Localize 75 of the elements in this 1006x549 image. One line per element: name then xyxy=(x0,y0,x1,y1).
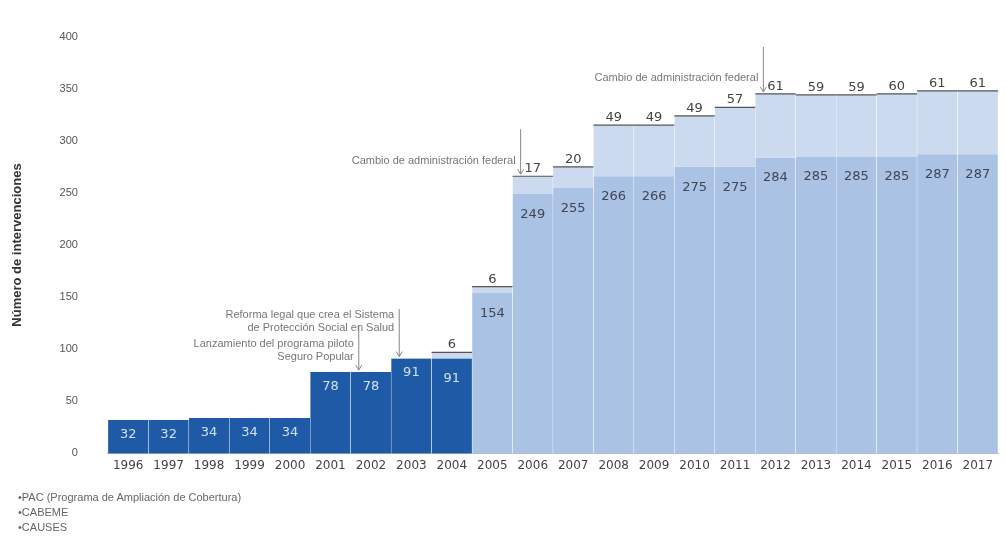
data-label: 91 xyxy=(443,370,461,386)
data-label: 60 xyxy=(888,77,906,93)
x-tick-label: 2011 xyxy=(719,457,751,472)
x-tick-label: 2017 xyxy=(962,457,994,472)
text: •PAC (Programa de Ampliación de Cobertura) xyxy=(18,490,243,505)
x-tick-label: 2001 xyxy=(315,457,346,472)
x-tick-label: 2008 xyxy=(598,457,629,472)
x-tick-label: 2006 xyxy=(517,457,549,472)
x-tick-label: 2004 xyxy=(436,457,468,472)
data-label: 59 xyxy=(807,78,825,94)
x-tick-label: 1999 xyxy=(234,457,265,472)
x-tick-label: 1998 xyxy=(193,457,225,472)
data-label: 78 xyxy=(322,378,339,393)
y-tick-label: 350 xyxy=(59,81,78,94)
text: •CAUSES xyxy=(18,520,69,535)
x-tick-label: 2000 xyxy=(274,457,306,472)
annotation: Reforma legal que crea el Sistema de Protección Social en Salud xyxy=(225,307,396,333)
x-tick-label: 2012 xyxy=(760,457,791,472)
data-label: 59 xyxy=(848,78,865,94)
data-label: 285 xyxy=(884,168,910,184)
x-tick-label: 1996 xyxy=(112,457,144,472)
data-label: 285 xyxy=(843,168,869,184)
y-tick-label: 150 xyxy=(59,290,78,303)
data-label: 6 xyxy=(488,270,497,286)
x-tick-label: 2010 xyxy=(679,457,710,472)
x-tick-label: 2002 xyxy=(355,457,387,472)
x-tick-label: 1997 xyxy=(153,457,184,472)
data-label: 34 xyxy=(241,423,258,439)
data-label: 20 xyxy=(564,150,582,166)
y-tick-label: 200 xyxy=(59,238,78,251)
data-label: 287 xyxy=(965,166,991,182)
annotation: Cambio de administración federal xyxy=(351,153,516,166)
data-label: 61 xyxy=(969,74,987,90)
data-label: 266 xyxy=(601,188,627,204)
y-axis-title: Número de intervenciones xyxy=(9,163,25,327)
data-label: 32 xyxy=(160,425,177,441)
x-tick-label: 2014 xyxy=(841,457,872,472)
data-label: 17 xyxy=(524,160,542,176)
annotation: Lanzamiento del programa piloto Seguro Popular xyxy=(193,336,355,362)
data-label: 49 xyxy=(686,99,703,115)
data-label: 266 xyxy=(641,188,667,204)
text: •CABEME xyxy=(18,505,70,520)
y-tick-label: 250 xyxy=(59,185,78,198)
data-label: 34 xyxy=(281,423,299,439)
data-label: 284 xyxy=(763,169,788,185)
x-tick-label: 2007 xyxy=(557,457,589,472)
data-label: 49 xyxy=(605,109,622,125)
data-label: 275 xyxy=(722,178,748,194)
data-label: 249 xyxy=(520,205,546,221)
data-label: 78 xyxy=(362,378,380,393)
data-label: 154 xyxy=(479,304,505,320)
data-label: 255 xyxy=(560,199,586,215)
data-label: 57 xyxy=(726,91,744,107)
x-tick-label: 2009 xyxy=(638,457,670,472)
data-label: 34 xyxy=(200,423,218,439)
y-tick-label: 50 xyxy=(65,394,78,407)
x-tick-label: 2005 xyxy=(477,457,508,472)
data-label: 285 xyxy=(803,168,829,184)
data-label: 61 xyxy=(767,77,784,93)
data-label: 275 xyxy=(682,178,707,194)
y-tick-label: 0 xyxy=(71,446,78,459)
y-tick-label: 400 xyxy=(59,29,78,42)
y-tick-label: 300 xyxy=(59,133,78,146)
x-tick-label: 2013 xyxy=(800,457,832,472)
x-tick-label: 2016 xyxy=(922,457,953,472)
annotation: Cambio de administración federal xyxy=(594,71,759,84)
y-tick-label: 100 xyxy=(59,342,78,355)
x-tick-label: 2015 xyxy=(881,457,913,472)
data-label: 49 xyxy=(645,109,663,125)
data-label: 6 xyxy=(447,336,456,352)
data-label: 91 xyxy=(403,364,420,380)
data-label: 61 xyxy=(929,74,946,90)
data-label: 287 xyxy=(924,166,950,182)
x-tick-label: 2003 xyxy=(396,457,427,472)
data-label: 32 xyxy=(119,425,137,441)
